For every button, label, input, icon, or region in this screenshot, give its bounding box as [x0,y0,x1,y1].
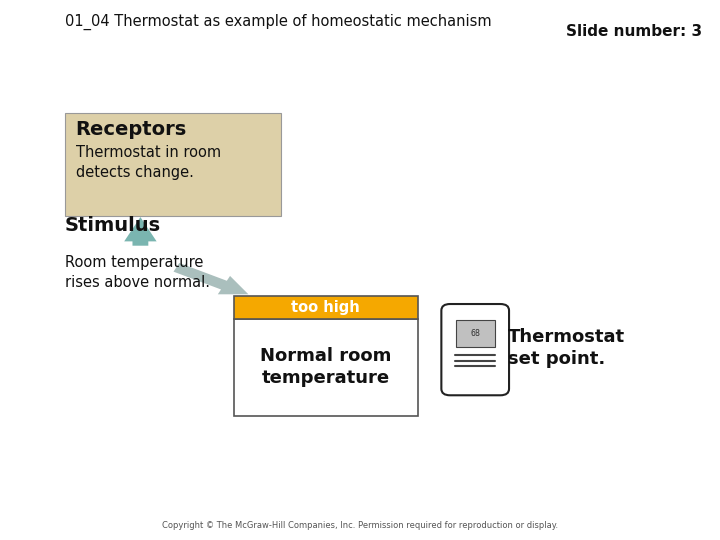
FancyBboxPatch shape [65,113,281,216]
Text: Normal room
temperature: Normal room temperature [260,347,392,387]
Text: Room temperature
rises above normal.: Room temperature rises above normal. [65,255,210,290]
Text: Copyright © The McGraw-Hill Companies, Inc. Permission required for reproduction: Copyright © The McGraw-Hill Companies, I… [162,521,558,530]
Text: 01_04 Thermostat as example of homeostatic mechanism: 01_04 Thermostat as example of homeostat… [65,14,492,30]
Text: Stimulus: Stimulus [65,216,161,235]
Polygon shape [174,263,248,294]
FancyBboxPatch shape [456,320,495,347]
Text: 68: 68 [470,329,480,338]
Text: Thermostat in room
detects change.: Thermostat in room detects change. [76,145,221,179]
FancyBboxPatch shape [441,304,509,395]
Text: Receptors: Receptors [76,120,187,139]
Text: Slide number: 3: Slide number: 3 [566,24,702,39]
Polygon shape [125,217,157,246]
FancyBboxPatch shape [234,296,418,319]
Text: too high: too high [292,300,360,315]
Text: Thermostat
set point.: Thermostat set point. [508,328,626,368]
FancyBboxPatch shape [234,319,418,416]
